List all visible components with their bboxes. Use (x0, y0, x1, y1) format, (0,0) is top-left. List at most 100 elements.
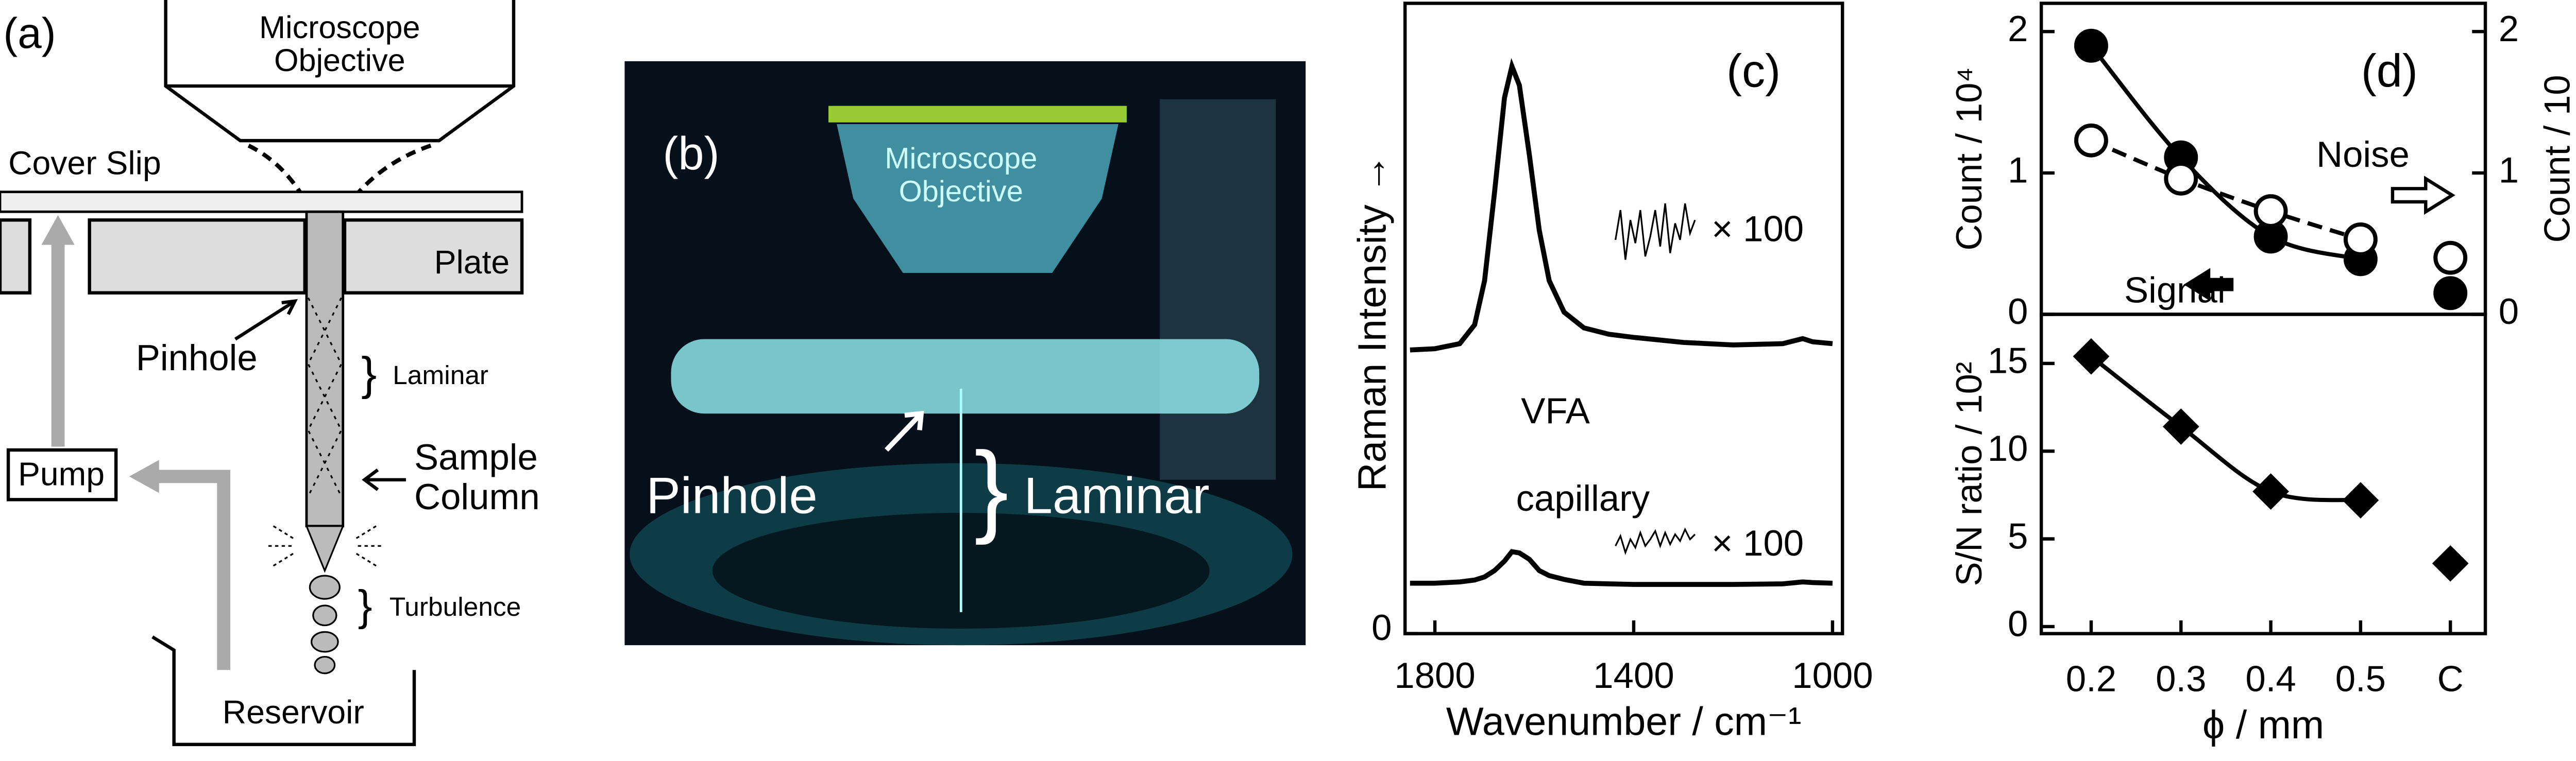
series-label: Noise (2316, 134, 2410, 175)
laminar-label: Laminar (1024, 468, 1210, 525)
arrow (362, 468, 406, 491)
photo-part (1160, 99, 1276, 480)
brace: } (358, 581, 372, 630)
fit-curve (2089, 44, 2361, 262)
y-tick-label: 1 (2008, 150, 2028, 191)
y-tick-label: 2 (2008, 8, 2028, 49)
sample-column (305, 210, 345, 528)
noise-inset (1615, 203, 1696, 260)
signal-arrow (2183, 268, 2234, 301)
droplet (311, 631, 339, 653)
y2-tick-label: 1 (2499, 150, 2519, 191)
y-axis-label: S/N ratio / 10² (1948, 362, 1989, 586)
marker (2342, 482, 2379, 518)
objective-label: Objective (899, 175, 1023, 208)
x-tick-label: 1000 (1792, 655, 1873, 696)
reservoir-label: Reservoir (223, 694, 364, 731)
pump-box (6, 448, 118, 501)
photo-plate (671, 339, 1260, 414)
plate (88, 218, 307, 295)
reservoir (151, 635, 416, 747)
spectrum-line (1410, 58, 1833, 353)
y-tick-label: 5 (2008, 515, 2028, 556)
panel-a: (a) Microscope Objective Cover Slip Plat… (0, 0, 540, 747)
arrow (885, 410, 924, 452)
fit-curve (2090, 139, 2362, 241)
droplet (305, 525, 345, 573)
objective-shape (164, 0, 516, 143)
y-tick-label: 0 (1371, 607, 1392, 648)
noise-arrow (2391, 176, 2455, 215)
y-tick-label: 15 (1988, 340, 2028, 381)
x-axis-label: Wavenumber / cm⁻¹ (1446, 700, 1802, 744)
marker (2432, 545, 2469, 582)
photo-objective (837, 124, 1118, 273)
series-label: VFA (1521, 390, 1590, 431)
laminar-pattern (307, 297, 343, 497)
y2-tick-label: 2 (2499, 8, 2519, 49)
cover-slip (0, 191, 523, 213)
arrow (234, 299, 298, 341)
pinhole-label: Pinhole (136, 337, 258, 378)
plot-frame (2039, 313, 2487, 635)
marker (2433, 240, 2468, 275)
pinhole-label: Pinhole (646, 468, 818, 525)
panel-b: (b) Microscope Objective Pinhole } Lamin… (624, 61, 1306, 646)
cover-slip-label: Cover Slip (8, 144, 161, 181)
pipe (51, 239, 231, 670)
inset-label: × 100 (1711, 209, 1804, 249)
marker (2253, 194, 2288, 228)
marker (2433, 276, 2468, 310)
y-tick-label: 0 (2008, 603, 2028, 644)
objective-label: Objective (274, 43, 405, 78)
marker (2074, 28, 2108, 63)
beam (247, 143, 432, 266)
droplet (312, 604, 337, 627)
series-label: capillary (1516, 478, 1650, 518)
x-tick-label: 0.3 (2156, 658, 2206, 699)
y-axis-label: Count / 10⁴ (1948, 67, 1989, 250)
sample-column-label: Column (414, 476, 540, 517)
brace: } (361, 348, 377, 400)
x-tick-label: 1400 (1593, 655, 1674, 696)
y-axis-label: Raman Intensity → (1350, 154, 1395, 492)
x-tick-label: 1800 (1394, 655, 1475, 696)
panel-label: (d) (2361, 45, 2418, 97)
marker (2343, 222, 2378, 256)
pipe-arrow (41, 215, 159, 493)
inset-label: × 100 (1711, 523, 1804, 563)
marker (2074, 123, 2108, 158)
plate (0, 218, 32, 295)
marker (2252, 473, 2289, 510)
y2-axis-label: Count / 10 (2536, 75, 2576, 243)
spectrum-line (1410, 549, 1833, 587)
plot-frame (2039, 2, 2487, 316)
pump-label: Pump (18, 455, 105, 492)
x-tick-label: C (2437, 658, 2464, 699)
y-tick-label: 10 (1988, 428, 2028, 469)
plate-label: Plate (434, 244, 510, 281)
plate (343, 218, 524, 295)
sample-column-label: Sample (414, 437, 538, 477)
objective-label: Microscope (259, 10, 420, 45)
marker (2164, 161, 2198, 196)
panel-label: (b) (663, 128, 719, 180)
y-tick-label: 0 (2008, 291, 2028, 332)
series-label: Signal (2124, 269, 2226, 310)
y2-tick-label: 0 (2499, 291, 2519, 332)
x-tick-label: 0.2 (2066, 658, 2116, 699)
marker (2073, 338, 2110, 375)
objective-label: Microscope (885, 142, 1037, 175)
photo-part (828, 106, 1127, 123)
x-tick-label: 0.4 (2245, 658, 2296, 699)
laminar-label: Laminar (393, 360, 488, 390)
droplet (309, 575, 341, 600)
plot-frame (1403, 2, 1844, 635)
noise-inset (1615, 527, 1696, 556)
panel-label: (c) (1726, 45, 1781, 97)
droplet (314, 655, 336, 674)
fit-curve (2090, 355, 2361, 503)
brace: } (974, 431, 1009, 546)
x-axis-label: ϕ / mm (2202, 703, 2324, 747)
